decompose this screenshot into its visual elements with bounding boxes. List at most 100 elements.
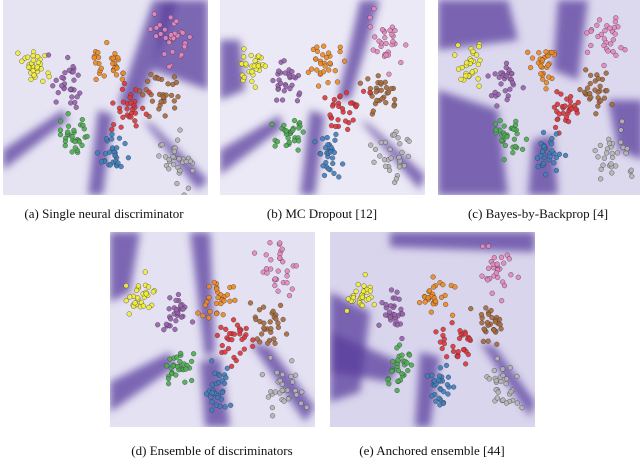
sample-point: [538, 63, 544, 69]
sample-point: [263, 252, 269, 258]
sample-point: [373, 89, 379, 95]
sample-point: [92, 60, 99, 66]
sample-point: [155, 76, 161, 82]
sample-point: [486, 311, 492, 317]
sample-point: [598, 176, 604, 182]
sample-point: [558, 91, 564, 97]
sample-point: [222, 349, 228, 355]
sample-point: [456, 335, 463, 342]
sample-point: [128, 100, 134, 106]
sample-point: [314, 48, 321, 55]
sample-point: [278, 80, 284, 86]
sample-point: [361, 283, 367, 289]
sample-point: [283, 142, 289, 149]
sample-point: [438, 294, 445, 300]
sample-point: [536, 50, 542, 56]
sample-point: [543, 80, 550, 86]
sample-point: [368, 142, 374, 148]
sample-point: [525, 49, 531, 55]
sample-point: [609, 170, 615, 176]
sample-point: [437, 339, 443, 345]
sample-point: [265, 340, 271, 346]
sample-point: [399, 352, 405, 358]
sample-point: [151, 11, 158, 17]
sample-point: [513, 118, 519, 124]
sample-point: [480, 338, 486, 345]
sample-point: [225, 346, 232, 352]
sample-point: [214, 310, 220, 317]
sample-point: [511, 126, 517, 132]
sample-point: [160, 94, 166, 100]
sample-point: [143, 111, 149, 117]
sample-point: [618, 45, 624, 51]
sample-point: [503, 64, 509, 71]
sample-point: [395, 368, 401, 374]
sample-point: [269, 413, 276, 419]
sample-point: [333, 123, 339, 130]
sample-point: [132, 110, 139, 116]
sample-point: [452, 284, 458, 290]
sample-point: [451, 384, 457, 390]
sample-point: [503, 381, 509, 387]
sample-point: [170, 161, 177, 168]
sample-point: [181, 43, 188, 49]
sample-point: [166, 166, 172, 172]
sample-point: [277, 240, 283, 246]
sample-point: [383, 40, 389, 47]
sample-point: [219, 389, 226, 395]
sample-point: [433, 298, 439, 304]
sample-point: [553, 167, 559, 174]
sample-point: [262, 63, 268, 69]
sample-point: [330, 160, 336, 167]
sample-point: [121, 81, 128, 87]
sample-point: [206, 315, 212, 321]
sample-point: [594, 22, 600, 28]
sample-point: [452, 52, 458, 58]
sample-point: [30, 53, 36, 59]
sample-point: [300, 129, 306, 135]
sample-point: [178, 52, 185, 58]
sample-point: [429, 393, 435, 399]
sample-point: [241, 54, 247, 60]
sample-point: [395, 357, 401, 363]
sample-point: [159, 142, 165, 148]
sample-point: [187, 34, 193, 40]
sample-point: [249, 78, 255, 84]
sample-point: [118, 163, 124, 170]
sample-point: [166, 306, 172, 312]
sample-point: [563, 114, 570, 120]
sample-point: [268, 257, 274, 263]
sample-point: [189, 358, 195, 364]
sample-point: [53, 99, 59, 105]
sample-point: [323, 54, 330, 61]
sample-point: [178, 314, 185, 320]
sample-point: [507, 365, 513, 371]
sample-point: [443, 362, 450, 369]
sample-point: [124, 106, 130, 112]
sample-point: [460, 347, 467, 353]
sample-point: [322, 63, 328, 69]
sample-point: [209, 407, 215, 413]
sample-point: [436, 373, 443, 379]
sample-point: [610, 37, 616, 43]
sample-point: [274, 97, 280, 103]
sample-point: [494, 341, 500, 347]
sample-point: [156, 153, 162, 159]
sample-point: [127, 94, 133, 101]
sample-point: [480, 243, 486, 250]
sample-point: [519, 146, 526, 152]
sample-point: [271, 336, 277, 342]
uncertainty-bands: [438, 0, 640, 195]
sample-point: [183, 366, 189, 372]
sample-point: [127, 294, 133, 300]
sample-point: [103, 136, 110, 142]
sample-point: [440, 326, 446, 332]
sample-point: [290, 74, 297, 80]
sample-point: [177, 359, 183, 365]
sample-point: [391, 312, 398, 318]
sample-point: [406, 352, 413, 358]
sample-point: [592, 148, 598, 154]
sample-point: [283, 331, 290, 337]
sample-point: [119, 86, 126, 92]
sample-point: [259, 372, 265, 378]
